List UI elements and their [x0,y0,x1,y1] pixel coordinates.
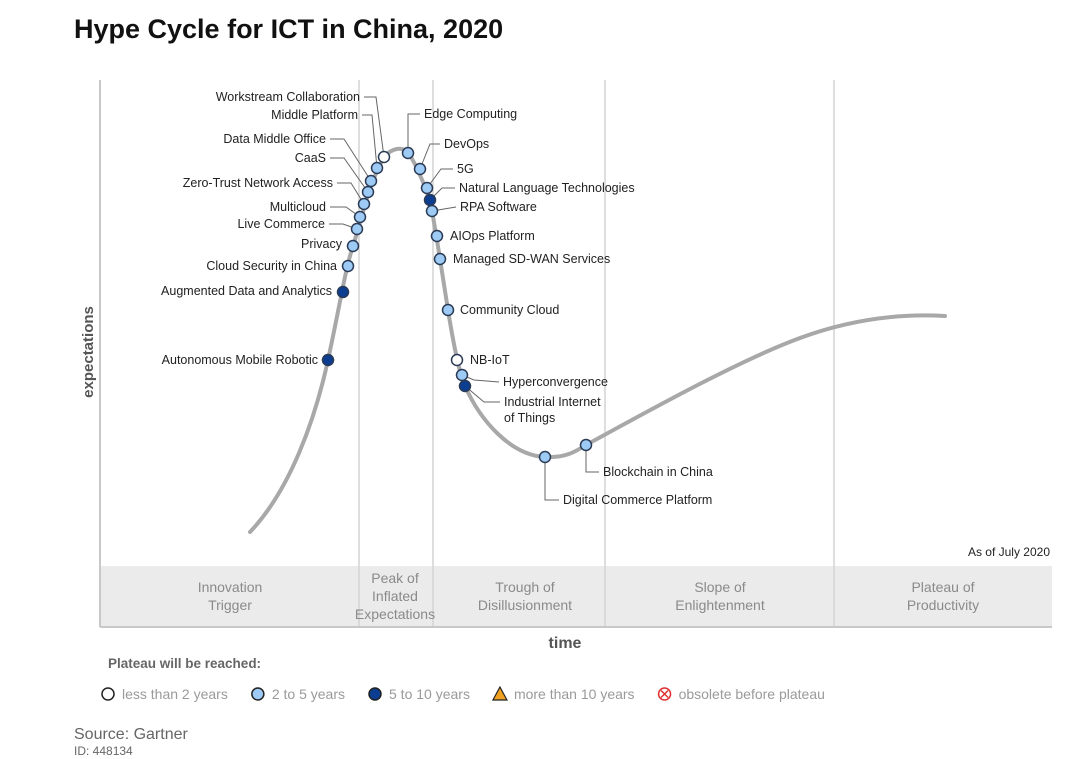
label-5g: 5G [457,162,474,176]
legend-label: 2 to 5 years [272,686,345,702]
label-nb-iot: NB-IoT [470,353,510,367]
id-label: ID: 448134 [74,744,133,758]
source-label: Source: Gartner [74,726,189,743]
label-cloud-security-in-china: Cloud Security in China [206,259,337,273]
leader-industrial-internet-of-things [464,385,500,403]
legend-label: obsolete before plateau [679,686,825,702]
point-autonomous-mobile-robotic[interactable] [321,353,335,367]
point-devops[interactable] [413,162,427,176]
label-data-middle-office: Data Middle Office [223,132,326,146]
label-autonomous-mobile-robotic: Autonomous Mobile Robotic [162,353,318,367]
legend-label: more than 10 years [514,686,635,702]
phase-label-innovation-trigger: Trigger [208,597,252,613]
label-middle-platform: Middle Platform [271,108,358,122]
legend-obsolete-icon [657,687,672,701]
label-managed-sd-wan-services: Managed SD-WAN Services [453,252,610,266]
leader-digital-commerce-platform [544,457,559,501]
point-data-middle-office[interactable] [364,174,378,188]
legend-label: 5 to 10 years [389,686,470,702]
point-natural-language-technologies[interactable] [423,193,437,207]
phase-label-plateau-of-productivity: Productivity [907,597,979,613]
phase-label-innovation-trigger: Innovation [198,579,263,595]
label-caas: CaaS [295,151,326,165]
legend-item-more-than-10-years: more than 10 years [491,685,635,702]
label-zero-trust-network-access: Zero-Trust Network Access [183,176,333,190]
legend-label: less than 2 years [122,686,228,702]
leader-middle-platform [362,114,378,169]
label-community-cloud: Community Cloud [460,303,559,317]
label-hyperconvergence: Hyperconvergence [503,375,608,389]
point-edge-computing[interactable] [401,146,415,160]
point-digital-commerce-platform[interactable] [538,450,552,464]
label-edge-computing: Edge Computing [424,107,517,121]
point-augmented-data-and-analytics[interactable] [336,285,350,299]
leader-caas [330,157,369,193]
label-rpa-software: RPA Software [460,200,537,214]
leader-zero-trust-network-access [337,182,365,205]
phase-label-plateau-of-productivity: Plateau of [911,579,974,595]
point-aiops-platform[interactable] [430,229,444,243]
chart-title: Hype Cycle for ICT in China, 2020 [74,14,503,44]
point-caas[interactable] [361,185,375,199]
point-nb-iot[interactable] [450,353,464,367]
point-workstream-collaboration[interactable] [377,150,391,164]
label-multicloud: Multicloud [270,200,326,214]
point-privacy[interactable] [346,239,360,253]
label-devops: DevOps [444,137,489,151]
leader-5g [426,168,453,189]
label-natural-language-technologies: Natural Language Technologies [459,181,635,195]
phase-label-trough-of-disillusionment: Disillusionment [478,597,572,613]
phase-band [100,566,1052,626]
legend-circle-icon [368,687,382,701]
phase-label-slope-of-enlightenment: Slope of [694,579,745,595]
leader-workstream-collaboration [364,96,385,158]
legend-item-2-to-5-years: 2 to 5 years [251,686,345,702]
phase-label-peak-of-inflated-expectations: Peak of [371,570,419,586]
hype-curve [248,146,947,534]
label-workstream-collaboration: Workstream Collaboration [216,90,360,104]
label-industrial-internet-of-things: Industrial Internet of Things [504,395,601,425]
point-community-cloud[interactable] [441,303,455,317]
point-blockchain-in-china[interactable] [579,438,593,452]
phase-label-peak-of-inflated-expectations: Inflated [372,588,418,604]
point-cloud-security-in-china[interactable] [341,259,355,273]
legend-circle-icon [101,687,115,701]
phase-dividers [358,80,835,626]
point-industrial-internet-of-things[interactable] [458,379,472,393]
point-zero-trust-network-access[interactable] [357,197,371,211]
point-live-commerce[interactable] [350,222,364,236]
as-of-label: As of July 2020 [968,545,1050,559]
label-aiops-platform: AIOps Platform [450,229,535,243]
leader-devops [419,143,440,170]
leader-edge-computing [407,113,420,153]
legend-item-obsolete-before-plateau: obsolete before plateau [657,686,825,702]
point-managed-sd-wan-services[interactable] [433,252,447,266]
phase-label-peak-of-inflated-expectations: Expectations [355,606,435,622]
y-axis-label: expectations [80,306,97,398]
label-blockchain-in-china: Blockchain in China [603,465,713,479]
legend-item-less-than-2-years: less than 2 years [101,686,228,702]
phase-label-slope-of-enlightenment: Enlightenment [675,597,765,613]
legend-item-5-to-10-years: 5 to 10 years [368,686,470,702]
point-5g[interactable] [420,181,434,195]
x-axis-label: time [549,635,582,652]
phase-label-trough-of-disillusionment: Trough of [495,579,555,595]
point-rpa-software[interactable] [425,204,439,218]
legend-circle-icon [251,687,265,701]
leader-blockchain-in-china [585,445,599,473]
label-digital-commerce-platform: Digital Commerce Platform [563,493,712,507]
point-middle-platform[interactable] [370,161,384,175]
point-multicloud[interactable] [353,210,367,224]
leader-data-middle-office [330,138,372,182]
label-live-commerce: Live Commerce [237,217,325,231]
point-hyperconvergence[interactable] [455,368,469,382]
legend-triangle-icon [491,685,508,701]
label-augmented-data-and-analytics: Augmented Data and Analytics [161,284,332,298]
label-privacy: Privacy [301,237,343,251]
legend-title: Plateau will be reached: [108,656,261,671]
